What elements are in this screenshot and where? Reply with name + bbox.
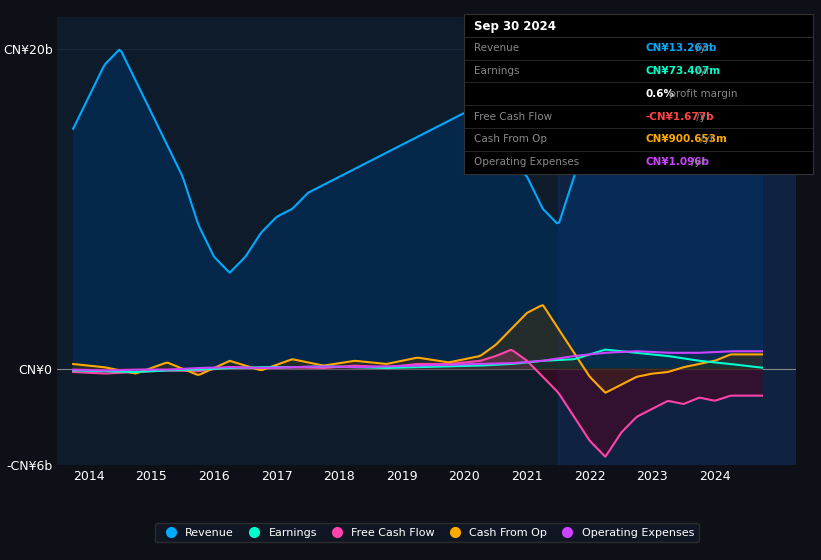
- Text: CN¥1.096b: CN¥1.096b: [645, 157, 709, 167]
- Text: /yr: /yr: [693, 43, 710, 53]
- Text: /yr: /yr: [693, 111, 710, 122]
- Text: Earnings: Earnings: [474, 66, 519, 76]
- Text: Free Cash Flow: Free Cash Flow: [474, 111, 552, 122]
- Text: Cash From Op: Cash From Op: [474, 134, 547, 144]
- Text: 0.6%: 0.6%: [645, 89, 674, 99]
- Text: Operating Expenses: Operating Expenses: [474, 157, 579, 167]
- Text: /yr: /yr: [698, 134, 715, 144]
- Text: /yr: /yr: [688, 157, 706, 167]
- Bar: [558, 17, 796, 465]
- Text: Revenue: Revenue: [474, 43, 519, 53]
- Text: /yr: /yr: [693, 66, 710, 76]
- Text: Sep 30 2024: Sep 30 2024: [474, 20, 556, 33]
- Legend: Revenue, Earnings, Free Cash Flow, Cash From Op, Operating Expenses: Revenue, Earnings, Free Cash Flow, Cash …: [155, 523, 699, 542]
- Text: CN¥73.407m: CN¥73.407m: [645, 66, 721, 76]
- Text: -CN¥1.677b: -CN¥1.677b: [645, 111, 714, 122]
- Text: profit margin: profit margin: [666, 89, 737, 99]
- Text: CN¥900.653m: CN¥900.653m: [645, 134, 727, 144]
- Text: CN¥13.263b: CN¥13.263b: [645, 43, 717, 53]
